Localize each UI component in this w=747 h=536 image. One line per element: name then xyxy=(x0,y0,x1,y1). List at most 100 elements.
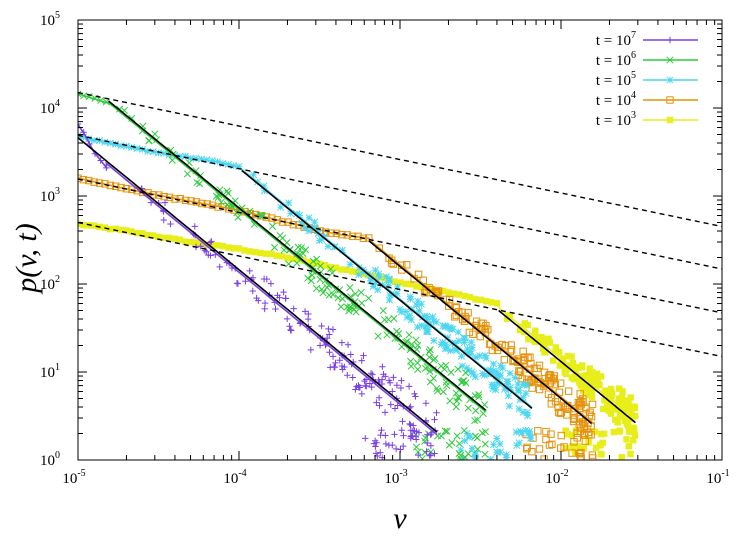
data-point xyxy=(554,403,562,412)
data-point xyxy=(482,297,490,305)
data-point xyxy=(546,370,554,379)
data-point xyxy=(203,248,210,255)
data-point xyxy=(399,418,406,425)
data-point xyxy=(280,246,288,254)
data-point xyxy=(462,369,470,377)
data-point xyxy=(413,436,420,443)
data-point xyxy=(524,412,532,420)
data-point xyxy=(460,377,468,385)
data-point xyxy=(80,129,87,136)
data-point xyxy=(571,404,579,413)
data-point xyxy=(324,242,332,250)
data-point xyxy=(208,238,215,245)
data-point xyxy=(338,295,346,303)
data-point xyxy=(208,201,217,209)
data-point xyxy=(230,162,238,170)
data-point xyxy=(466,432,474,440)
fit-dashed-line xyxy=(78,178,722,314)
data-point xyxy=(233,209,241,217)
data-point xyxy=(517,323,524,331)
data-point xyxy=(568,353,575,360)
data-point xyxy=(614,419,621,426)
data-point xyxy=(278,252,286,260)
data-point xyxy=(95,137,104,145)
data-point xyxy=(415,307,423,315)
data-point xyxy=(577,382,585,390)
data-point xyxy=(522,426,530,434)
data-point xyxy=(564,352,572,360)
data-point xyxy=(447,368,455,376)
data-point xyxy=(400,442,407,450)
data-point xyxy=(414,270,423,279)
data-point xyxy=(346,283,354,292)
data-point xyxy=(466,347,475,355)
data-point xyxy=(391,334,399,343)
data-point xyxy=(378,427,385,434)
data-point xyxy=(386,379,394,386)
data-point xyxy=(437,340,445,349)
data-point xyxy=(502,451,510,459)
data-point xyxy=(578,362,586,369)
data-point xyxy=(322,341,329,349)
data-point xyxy=(444,334,452,342)
data-point xyxy=(546,379,554,387)
data-point xyxy=(444,302,453,310)
data-point xyxy=(102,98,110,106)
data-point xyxy=(621,402,629,409)
data-point xyxy=(196,180,204,188)
data-point xyxy=(424,328,432,336)
data-point xyxy=(246,248,254,255)
data-point xyxy=(316,275,324,283)
data-point xyxy=(355,264,363,272)
fit-dashed-line xyxy=(78,91,722,228)
data-point xyxy=(562,364,570,371)
data-point xyxy=(460,338,468,347)
data-point xyxy=(500,355,509,364)
data-point xyxy=(532,327,539,334)
data-point xyxy=(547,394,556,402)
data-point xyxy=(417,300,425,308)
data-point xyxy=(575,443,582,450)
data-point xyxy=(451,339,459,347)
data-point xyxy=(577,454,585,460)
data-point xyxy=(336,356,343,364)
data-point xyxy=(360,352,367,359)
data-point xyxy=(191,223,199,230)
data-point xyxy=(372,443,379,450)
data-point xyxy=(371,279,379,287)
data-point xyxy=(208,156,216,165)
data-point xyxy=(176,236,184,243)
data-point xyxy=(604,402,611,410)
data-point xyxy=(625,443,633,450)
data-point xyxy=(198,240,205,247)
data-point xyxy=(601,430,608,437)
y-tick-label: 100 xyxy=(40,450,60,469)
data-point xyxy=(594,377,602,384)
data-point xyxy=(139,122,147,130)
data-point xyxy=(455,337,463,345)
data-point xyxy=(525,335,532,343)
data-point xyxy=(316,260,323,268)
data-point xyxy=(325,291,333,299)
data-point xyxy=(187,238,194,246)
data-point xyxy=(182,238,189,245)
data-point xyxy=(90,222,98,229)
data-point xyxy=(586,365,594,372)
data-point xyxy=(456,291,463,298)
data-point xyxy=(616,413,623,420)
data-point xyxy=(301,224,309,232)
legend-entry-5: t = 105 xyxy=(596,70,698,89)
data-point xyxy=(548,440,556,449)
data-point xyxy=(503,378,511,386)
data-point xyxy=(428,429,435,437)
data-point xyxy=(410,275,418,283)
data-point xyxy=(167,146,175,154)
legend-label: t = 104 xyxy=(596,90,636,109)
data-point xyxy=(589,369,596,376)
data-point xyxy=(465,328,474,337)
data-point xyxy=(427,451,434,459)
data-point xyxy=(85,135,93,143)
data-point xyxy=(457,352,465,360)
data-point xyxy=(346,260,354,268)
